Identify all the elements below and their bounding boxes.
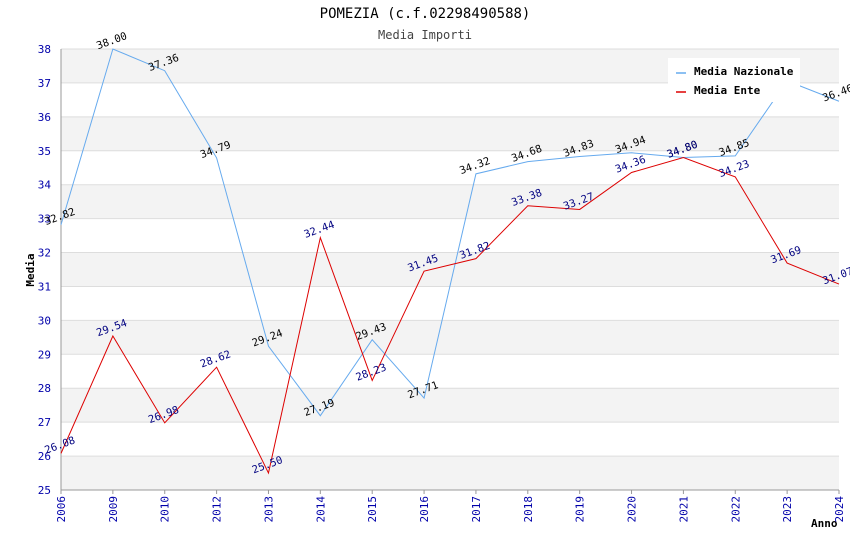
x-tick-label: 2012 xyxy=(211,496,224,523)
chart-subtitle: Media Importi xyxy=(378,28,472,42)
y-tick-label: 30 xyxy=(38,314,51,327)
y-tick-label: 37 xyxy=(38,77,51,90)
grid-band xyxy=(61,252,839,287)
y-tick-label: 33 xyxy=(38,213,51,226)
legend-label-nazionale: Media Nazionale xyxy=(694,65,794,78)
y-axis-label: Media xyxy=(24,253,37,286)
x-tick-label: 2017 xyxy=(470,496,483,523)
grid-band xyxy=(61,456,839,490)
x-tick-label: 2009 xyxy=(107,496,120,523)
chart-title: POMEZIA (c.f.02298490588) xyxy=(320,6,531,22)
series-line-media-nazionale xyxy=(60,48,840,417)
x-tick-label: 2023 xyxy=(781,496,794,523)
y-tick-label: 26 xyxy=(38,450,51,463)
grid-band xyxy=(61,184,839,219)
y-tick-label: 34 xyxy=(38,179,52,192)
x-tick-label: 2006 xyxy=(55,496,68,523)
series-lines xyxy=(60,48,840,475)
legend-label-ente: Media Ente xyxy=(694,84,761,97)
x-tick-label: 2010 xyxy=(159,496,172,523)
x-axis-label: Anno xyxy=(811,517,838,530)
x-tick-labels: 2006 2009 2010 2012 2013 2014 2015 2016 2017 2018… xyxy=(55,490,846,523)
axes xyxy=(60,49,839,491)
grid-band xyxy=(61,286,839,321)
x-tick-label: 2013 xyxy=(262,496,275,523)
x-tick-label: 2022 xyxy=(729,496,742,523)
y-tick-label: 28 xyxy=(38,382,51,395)
y-tick-label: 25 xyxy=(38,484,51,497)
x-tick-label: 2015 xyxy=(366,496,379,523)
grid-band xyxy=(61,388,839,423)
grid-band xyxy=(61,354,839,389)
x-tick-label: 2018 xyxy=(522,496,535,523)
x-tick-label: 2024 xyxy=(833,496,846,523)
x-tick-label: 2016 xyxy=(418,496,431,523)
x-tick-label: 2021 xyxy=(677,496,690,523)
legend-box xyxy=(668,58,800,102)
series-line-media-ente xyxy=(60,157,840,475)
x-tick-label: 2014 xyxy=(314,496,327,523)
y-tick-label: 35 xyxy=(38,145,51,158)
grid-bands xyxy=(61,48,839,491)
legend: Media Nazionale Media Ente xyxy=(668,58,800,102)
x-tick-label: 2019 xyxy=(574,496,587,523)
grid-band xyxy=(61,116,839,151)
grid-band xyxy=(61,218,839,253)
y-tick-label: 29 xyxy=(38,348,51,361)
x-tick-label: 2020 xyxy=(626,496,639,523)
grid-band xyxy=(61,320,839,355)
y-tick-label: 38 xyxy=(38,43,51,56)
y-tick-label: 36 xyxy=(38,111,51,124)
y-tick-label: 31 xyxy=(38,280,51,293)
y-tick-label: 32 xyxy=(38,247,51,260)
y-tick-label: 27 xyxy=(38,416,51,429)
y-tick-labels: 25 26 27 28 29 30 31 32 33 34 35 36 37 38 xyxy=(38,43,52,497)
grid-band xyxy=(61,422,839,457)
